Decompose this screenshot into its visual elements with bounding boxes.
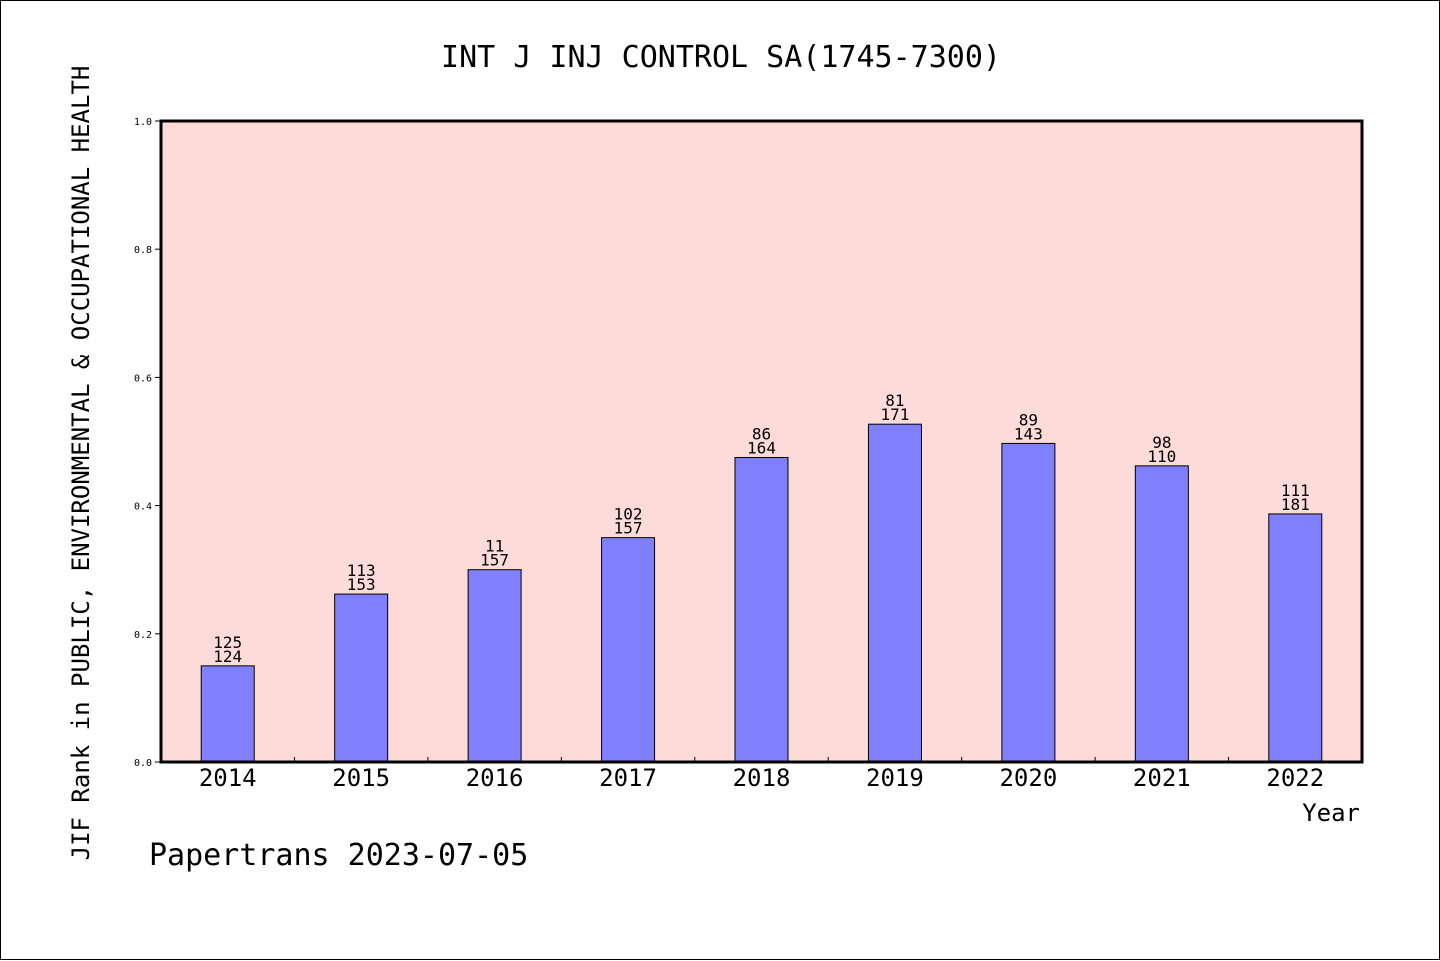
bar-label-top: 86 bbox=[752, 425, 771, 444]
x-tick-label: 2021 bbox=[1133, 764, 1191, 792]
bar-label-bottom: 171 bbox=[880, 405, 909, 424]
x-axis-ticks: 2014 2015 2016 2017 2018 2019 2020 2021 2022 bbox=[199, 757, 1324, 792]
bar-label-bottom: 157 bbox=[614, 519, 643, 538]
y-tick-label: 0.6 bbox=[134, 373, 152, 384]
y-axis-ticks: 0.0 0.2 0.4 0.6 0.8 1.0 bbox=[134, 117, 161, 769]
credit-text: Papertrans 2023-07-05 bbox=[149, 838, 528, 873]
x-tick-label: 2022 bbox=[1266, 764, 1324, 792]
bar-label-bottom: 153 bbox=[347, 575, 376, 594]
bar-label-bottom: 164 bbox=[747, 439, 776, 458]
x-tick-label: 2014 bbox=[199, 764, 257, 792]
bar-2020 bbox=[1001, 442, 1056, 763]
bar-2021 bbox=[1134, 465, 1189, 763]
chart-title: INT J INJ CONTROL SA(1745-7300) bbox=[441, 40, 1001, 75]
plot-border bbox=[159, 119, 1364, 764]
y-tick-label: 0.2 bbox=[134, 630, 152, 641]
x-tick-label: 2017 bbox=[599, 764, 657, 792]
bar-2019 bbox=[867, 423, 922, 763]
bar-label-top: 81 bbox=[885, 391, 904, 410]
bar-label-top: 89 bbox=[1019, 410, 1038, 429]
bar-label-top: 113 bbox=[347, 561, 376, 580]
bar-2014 bbox=[200, 665, 255, 763]
x-tick-label: 2016 bbox=[466, 764, 524, 792]
bar-label-bottom: 157 bbox=[480, 551, 509, 570]
x-tick-label: 2018 bbox=[733, 764, 791, 792]
bar-2016 bbox=[467, 569, 522, 763]
y-tick-label: 0.0 bbox=[134, 758, 152, 769]
bar-label-bottom: 124 bbox=[213, 647, 242, 666]
x-axis-label: Year bbox=[1302, 799, 1360, 827]
bar-label-bottom: 181 bbox=[1281, 495, 1310, 514]
bar-label-top: 11 bbox=[485, 537, 504, 556]
bar-label-top: 102 bbox=[614, 505, 643, 524]
bar-label-bottom: 110 bbox=[1147, 447, 1176, 466]
bar-2017 bbox=[601, 537, 656, 763]
y-tick-label: 1.0 bbox=[134, 117, 152, 128]
bar-2015 bbox=[334, 593, 389, 763]
x-tick-label: 2019 bbox=[866, 764, 924, 792]
bar-2022 bbox=[1268, 513, 1323, 763]
bar-label-top: 111 bbox=[1281, 481, 1310, 500]
x-tick-label: 2015 bbox=[332, 764, 390, 792]
y-axis-label: JIF Rank in PUBLIC, ENVIRONMENTAL & OCCU… bbox=[67, 66, 95, 861]
bar-label-bottom: 143 bbox=[1014, 424, 1043, 443]
y-tick-label: 0.8 bbox=[134, 245, 152, 256]
bar-2018 bbox=[734, 457, 789, 763]
y-tick-label: 0.4 bbox=[134, 502, 152, 513]
x-tick-label: 2020 bbox=[999, 764, 1057, 792]
bar-label-top: 98 bbox=[1152, 433, 1171, 452]
bars-group bbox=[200, 423, 1323, 763]
bar-label-top: 125 bbox=[213, 633, 242, 652]
